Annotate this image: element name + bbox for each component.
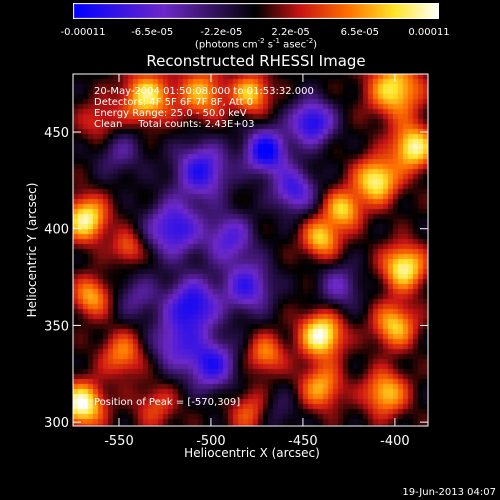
y-tick-label: 400 — [44, 223, 69, 238]
x-tick-label: -450 — [288, 434, 318, 449]
y-axis-label: Heliocentric Y (arcsec) — [25, 182, 39, 318]
heatmap-image — [73, 74, 428, 426]
y-tick-label: 300 — [44, 416, 69, 431]
colorbar-tick-label: 0.00011 — [408, 27, 450, 38]
colorbar-units: (photons cm-2 s-1 asec-2) — [194, 37, 318, 51]
colorbar-tick-label: -0.00011 — [60, 27, 106, 38]
info-energy-range: Energy Range: 25.0 - 50.0 keV — [94, 108, 247, 119]
colorbar-tick-label: 6.5e-05 — [340, 27, 379, 38]
x-tick-label: -550 — [104, 434, 134, 449]
x-tick-label: -500 — [196, 434, 226, 449]
peak-position-label: Position of Peak = [-570,309] — [94, 397, 241, 408]
info-detectors: Detectors: 4F 5F 6F 7F 8F, Att 0 — [94, 97, 254, 108]
x-axis-ticks: -550 -500 -450 -400 — [104, 74, 410, 449]
chart-title: Reconstructed RHESSI Image — [146, 52, 366, 70]
x-tick-label: -400 — [380, 434, 410, 449]
y-tick-label: 450 — [44, 126, 69, 141]
y-tick-label: 350 — [44, 319, 69, 334]
info-time-range: 20-May-2004 01:50:08.000 to 01:53:32.000 — [94, 86, 314, 97]
y-axis-ticks: 450 400 350 300 — [44, 126, 428, 431]
colorbar-tick-label: -6.5e-05 — [131, 27, 174, 38]
x-axis-label: Heliocentric X (arcsec) — [184, 446, 320, 460]
timestamp: 19-Jun-2013 04:07 — [402, 487, 496, 498]
colorbar-tick-label: -2.2e-05 — [200, 27, 243, 38]
info-counts: Clean Total counts: 2.43E+03 — [94, 119, 255, 130]
colorbar-tick-label: 2.2e-05 — [271, 27, 310, 38]
colorbar — [73, 3, 439, 19]
plot-frame — [72, 73, 429, 427]
